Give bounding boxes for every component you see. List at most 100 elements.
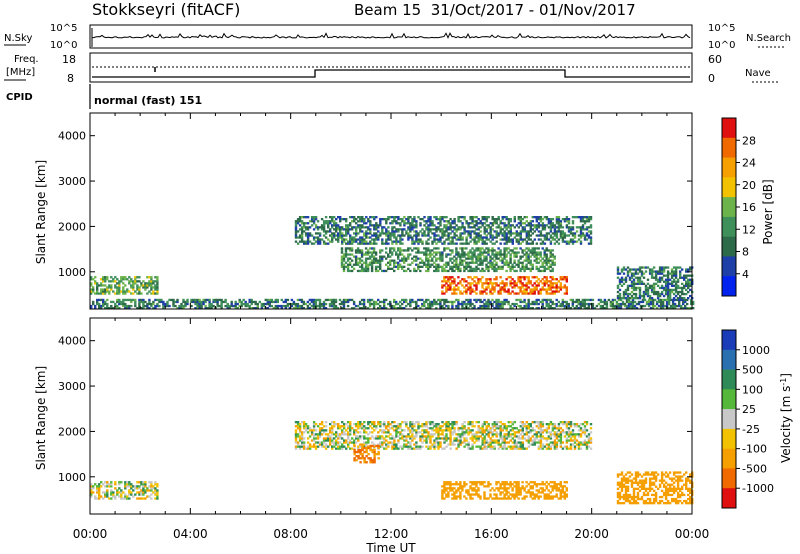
echo-cell [407, 302, 410, 306]
echo-cell [549, 218, 553, 221]
echo-cell [142, 485, 145, 488]
echo-cell [437, 228, 440, 231]
echo-cell [393, 447, 396, 450]
echo-cell [256, 302, 259, 306]
echo-cell [371, 427, 374, 430]
echo-cell [667, 302, 671, 306]
echo-cell [451, 251, 454, 254]
echo-cell [629, 307, 633, 310]
echo-cell [154, 280, 157, 283]
echo-cell [487, 238, 490, 241]
echo-cell [549, 220, 553, 223]
echo-cell [353, 232, 356, 235]
echo-cell [150, 286, 153, 289]
echo-cell [481, 439, 484, 442]
echo-cell [383, 431, 386, 434]
echo-cell [463, 230, 466, 233]
echo-cell [411, 240, 414, 243]
echo-cell [367, 232, 370, 235]
echo-cell [401, 433, 404, 436]
echo-cell [302, 230, 306, 233]
echo-cell [387, 441, 390, 444]
echo-cell [537, 267, 540, 270]
echo-cell [298, 429, 302, 432]
echo-cell [365, 437, 368, 440]
echo-cell [387, 435, 390, 438]
echo-cell [110, 481, 113, 484]
echo-cell [495, 267, 498, 270]
echo-cell [513, 236, 516, 239]
echo-cell [587, 307, 591, 310]
echo-cell [565, 292, 568, 295]
echo-cell [411, 425, 414, 428]
echo-cell [513, 427, 516, 430]
echo-cell [529, 234, 532, 237]
echo-cell [453, 282, 456, 285]
echo-cell [427, 265, 430, 268]
echo-cell [543, 253, 546, 256]
echo-cell [351, 437, 354, 440]
echo-cell [322, 234, 326, 237]
echo-cell [116, 491, 119, 494]
echo-cell [116, 282, 119, 285]
echo-cell [555, 290, 558, 293]
echo-cell [481, 242, 484, 245]
echo-cell [401, 228, 404, 231]
echo-cell [451, 257, 454, 260]
echo-cell [497, 251, 500, 254]
echo-cell [543, 429, 547, 432]
echo-cell [348, 263, 352, 266]
echo-cell [463, 278, 466, 281]
echo-cell [345, 228, 348, 231]
echo-cell [648, 272, 652, 275]
echo-cell [547, 437, 551, 440]
echo-cell [539, 425, 543, 428]
echo-cell [666, 278, 670, 281]
echo-cell [300, 437, 304, 440]
echo-cell [527, 292, 530, 295]
echo-cell [383, 255, 386, 258]
echo-cell [358, 307, 362, 310]
echo-cell [385, 425, 388, 428]
echo-cell [545, 304, 548, 308]
echo-cell [555, 284, 558, 287]
echo-cell [154, 491, 157, 494]
echo-cell [491, 242, 494, 245]
echo-cell [425, 240, 428, 243]
echo-cell [535, 302, 538, 306]
echo-cell [459, 290, 462, 293]
echo-cell [403, 429, 406, 432]
echo-cell [439, 218, 442, 221]
echo-cell [441, 255, 444, 258]
echo-cell [539, 218, 543, 221]
echo-cell [495, 435, 498, 438]
echo-cell [260, 307, 263, 310]
echo-cell [459, 257, 462, 260]
echo-cell [300, 307, 304, 310]
echo-cell [457, 253, 460, 256]
echo-cell [465, 437, 468, 440]
echo-cell [353, 218, 356, 221]
echo-cell [511, 307, 514, 310]
echo-cell [419, 431, 422, 434]
echo-cell [427, 216, 430, 219]
echo-cell [463, 286, 466, 289]
echo-cell [413, 443, 416, 446]
echo-cell [630, 290, 634, 294]
echo-cell [310, 304, 314, 308]
echo-cell [348, 257, 352, 260]
echo-cell [459, 302, 462, 306]
echo-cell [318, 307, 322, 310]
echo-cell [433, 445, 436, 448]
echo-cell [92, 278, 95, 281]
echo-cell [385, 222, 388, 225]
echo-cell [451, 220, 454, 223]
velocity-heatmap [90, 421, 694, 505]
echo-cell [507, 226, 510, 229]
echo-cell [507, 445, 510, 448]
echo-cell [415, 431, 418, 434]
echo-cell [477, 445, 480, 448]
echo-cell [467, 257, 470, 260]
echo-cell [397, 253, 400, 256]
echo-cell [385, 220, 388, 223]
